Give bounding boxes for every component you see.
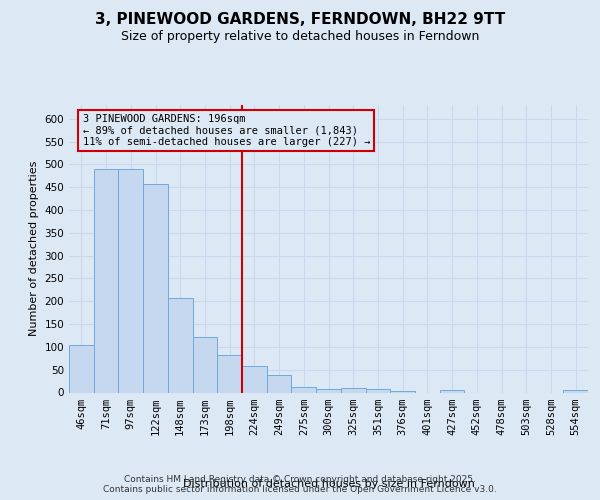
Bar bbox=[143, 184, 168, 392]
Bar bbox=[168, 298, 193, 392]
Text: 3, PINEWOOD GARDENS, FERNDOWN, BH22 9TT: 3, PINEWOOD GARDENS, FERNDOWN, BH22 9TT bbox=[95, 12, 505, 28]
Bar bbox=[292, 386, 316, 392]
Bar bbox=[118, 169, 143, 392]
Bar bbox=[94, 169, 118, 392]
Bar bbox=[390, 391, 415, 392]
Bar bbox=[193, 337, 217, 392]
Bar bbox=[563, 390, 588, 392]
Bar bbox=[341, 388, 365, 392]
Bar bbox=[267, 375, 292, 392]
Bar bbox=[69, 344, 94, 393]
Bar bbox=[217, 355, 242, 393]
Bar bbox=[316, 389, 341, 392]
Text: Contains HM Land Registry data © Crown copyright and database right 2025.
Contai: Contains HM Land Registry data © Crown c… bbox=[103, 474, 497, 494]
Text: Size of property relative to detached houses in Ferndown: Size of property relative to detached ho… bbox=[121, 30, 479, 43]
Bar bbox=[440, 390, 464, 392]
Bar bbox=[242, 366, 267, 392]
Bar bbox=[365, 389, 390, 392]
Y-axis label: Number of detached properties: Number of detached properties bbox=[29, 161, 39, 336]
Text: 3 PINEWOOD GARDENS: 196sqm
← 89% of detached houses are smaller (1,843)
11% of s: 3 PINEWOOD GARDENS: 196sqm ← 89% of deta… bbox=[83, 114, 370, 148]
X-axis label: Distribution of detached houses by size in Ferndown: Distribution of detached houses by size … bbox=[182, 480, 475, 490]
